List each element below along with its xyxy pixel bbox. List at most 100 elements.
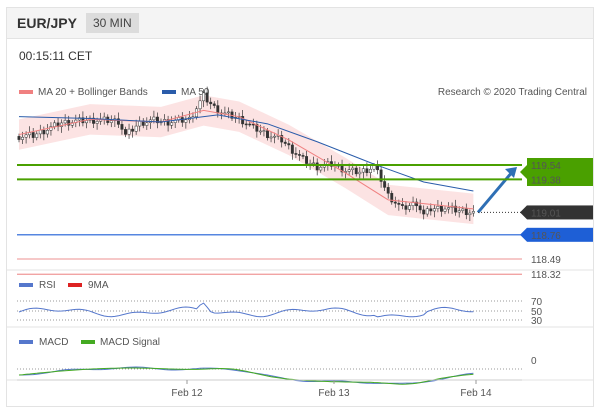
candle-body bbox=[63, 120, 67, 124]
candle-body bbox=[202, 92, 206, 102]
candle-body bbox=[92, 117, 95, 124]
candle-body bbox=[461, 208, 465, 211]
rsi-70-label: 70 bbox=[531, 297, 543, 308]
candle-body bbox=[205, 92, 209, 103]
candle-body bbox=[422, 209, 426, 215]
pivot-tag bbox=[527, 227, 593, 242]
candle-body bbox=[266, 130, 269, 139]
macd-zero-label: 0 bbox=[531, 356, 537, 367]
candle-body bbox=[280, 135, 284, 143]
candle-body bbox=[145, 122, 149, 126]
level-lines: 119.54 119.38 119.01 118.76 118.49 118.32 bbox=[17, 158, 593, 281]
symbol-label: EUR/JPY bbox=[17, 15, 77, 31]
candle-body bbox=[361, 168, 365, 173]
candle-body bbox=[390, 193, 394, 203]
legend-ma20-label: MA 20 + Bollinger Bands bbox=[38, 87, 148, 98]
legend-swatch-ma20 bbox=[19, 90, 33, 94]
candle-body bbox=[404, 205, 408, 210]
candle-body bbox=[432, 208, 436, 212]
legend-9ma-label: 9MA bbox=[88, 280, 109, 291]
candle-body bbox=[255, 123, 259, 132]
candle-body bbox=[95, 121, 99, 124]
candle-body bbox=[425, 208, 429, 215]
candle-body bbox=[134, 125, 138, 132]
candle-body bbox=[248, 123, 252, 126]
research-credit: Research © 2020 Trading Central bbox=[438, 87, 587, 98]
legend-rsi-label: RSI bbox=[39, 280, 56, 291]
candle-body bbox=[35, 133, 39, 138]
candle-body bbox=[347, 169, 351, 172]
pivot-level-label: 118.76 bbox=[531, 231, 561, 242]
candle-body bbox=[216, 105, 220, 114]
chart-widget: EUR/JPY 30 MIN 00:15:11 CET bbox=[6, 7, 594, 407]
timeframe-button[interactable]: 30 MIN bbox=[86, 13, 139, 33]
candle-body bbox=[170, 122, 174, 126]
price-plot bbox=[17, 86, 517, 225]
candle-body bbox=[372, 165, 376, 170]
candle-body bbox=[436, 206, 440, 209]
candle-body bbox=[42, 129, 46, 135]
candle-body bbox=[447, 207, 451, 210]
candle-body bbox=[400, 204, 404, 206]
ma20-line bbox=[18, 109, 474, 210]
candle-body bbox=[393, 201, 397, 204]
candle-body bbox=[273, 135, 277, 138]
candle-body bbox=[209, 101, 213, 105]
candle-body bbox=[212, 103, 216, 106]
candle-body bbox=[184, 119, 188, 123]
chart-header: EUR/JPY 30 MIN bbox=[7, 8, 593, 39]
candle-body bbox=[457, 210, 461, 213]
candle-body bbox=[116, 118, 120, 125]
macd-series bbox=[19, 366, 474, 384]
candle-body bbox=[17, 136, 21, 140]
candle-body bbox=[354, 167, 358, 175]
rsi-series bbox=[18, 302, 474, 318]
x-tick-label: Feb 13 bbox=[318, 388, 350, 399]
candle-body bbox=[67, 120, 71, 126]
candle-body bbox=[379, 169, 383, 182]
last_price-tag-pointer bbox=[520, 205, 527, 220]
candle-body bbox=[418, 205, 422, 211]
support-level-label: 118.49 bbox=[531, 255, 561, 266]
legend-swatch-macd bbox=[19, 340, 33, 344]
candle-body bbox=[227, 111, 230, 114]
legend-swatch-macd-signal bbox=[81, 340, 95, 344]
candle-body bbox=[131, 128, 135, 132]
candle-body bbox=[124, 129, 127, 135]
x-tick-label: Feb 14 bbox=[460, 388, 492, 399]
candle-body bbox=[443, 208, 447, 212]
candle-body bbox=[305, 156, 309, 164]
candle-body bbox=[156, 116, 159, 124]
candle-body bbox=[429, 208, 433, 212]
candle-body bbox=[120, 124, 124, 130]
resistance-level-label: 119.38 bbox=[531, 175, 561, 186]
candle-body bbox=[251, 123, 255, 126]
forecast-arrow bbox=[476, 170, 515, 214]
candle-body bbox=[38, 129, 42, 135]
ma50-line bbox=[18, 114, 474, 192]
candle-body bbox=[298, 154, 301, 156]
candle-body bbox=[241, 116, 245, 125]
candle-body bbox=[440, 206, 443, 212]
rsi-30-label: 30 bbox=[531, 316, 543, 327]
rsi-50-label: 50 bbox=[531, 307, 543, 318]
candle-body bbox=[294, 153, 298, 155]
candle-body bbox=[21, 136, 25, 140]
resistance-level-label: 119.54 bbox=[531, 161, 561, 172]
candle-body bbox=[471, 211, 475, 214]
bollinger-band bbox=[19, 95, 474, 225]
candle-body bbox=[258, 130, 262, 133]
candle-body bbox=[262, 130, 266, 132]
candle-body bbox=[454, 205, 458, 213]
candle-body bbox=[397, 202, 401, 205]
candle-body bbox=[319, 166, 323, 171]
candle-body bbox=[383, 181, 387, 188]
candle-body bbox=[464, 208, 468, 216]
candle-body bbox=[411, 201, 415, 206]
legend-ma50-label: MA 50 bbox=[181, 87, 210, 98]
x-tick-label: Feb 12 bbox=[171, 388, 203, 399]
candle-body bbox=[24, 134, 28, 138]
legend-macd-label: MACD bbox=[39, 337, 68, 348]
resistance-tag-pointer bbox=[520, 165, 527, 179]
